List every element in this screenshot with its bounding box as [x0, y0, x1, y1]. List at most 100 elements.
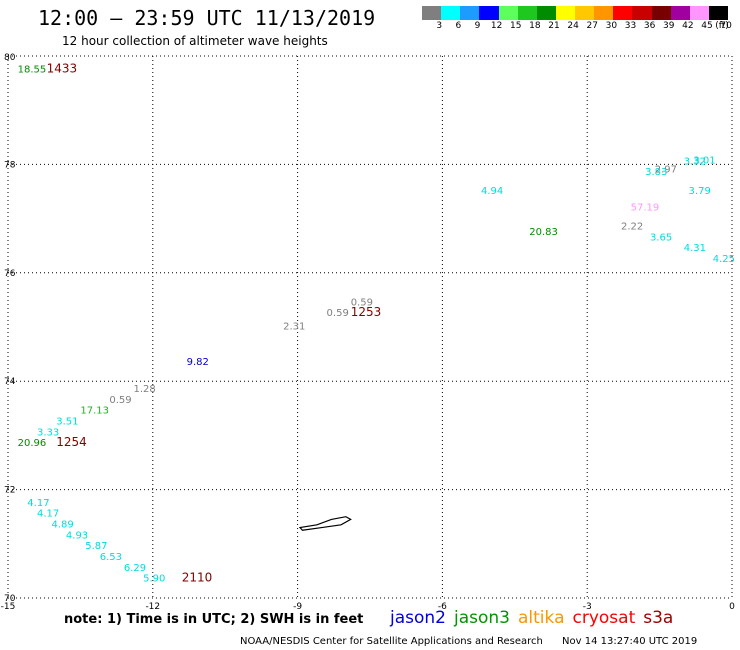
wave-height-label: 3.51: [56, 417, 78, 428]
island-outline: [298, 516, 352, 531]
axis-ticks: -15 -12 -9 -6 -3 0 80 78 76 74 72 70: [1, 53, 735, 612]
colorbar-swatch: [536, 6, 556, 20]
wave-height-label: 6.53: [100, 552, 122, 563]
lon-tick-label: 0: [729, 602, 735, 612]
colorbar-swatch: [422, 6, 442, 20]
wave-height-label: 4.31: [684, 243, 706, 254]
wave-height-label: 20.96: [18, 438, 47, 449]
wave-height-label: 4.89: [51, 520, 73, 531]
wave-height-label: 4.94: [481, 186, 503, 197]
colorbar-label: 6: [455, 21, 462, 31]
satellite-legend: jason2 jason3 altika cryosat s3a: [390, 608, 681, 628]
colorbar-label: 9: [474, 21, 481, 31]
wave-height-label: 9.82: [187, 357, 209, 368]
colorbar-swatch: [441, 6, 461, 20]
pass-time-label: 1433: [47, 61, 78, 75]
colorbar-label: 21: [548, 21, 560, 31]
lon-tick-label: -9: [293, 602, 302, 612]
colorbar-label: 30: [605, 21, 618, 31]
colorbar-label: 42: [682, 21, 694, 31]
colorbar-label: 36: [643, 21, 656, 31]
colorbar-label: 27: [586, 21, 598, 31]
wave-height-colorbar: [422, 6, 728, 20]
wave-height-label: 0.59: [351, 297, 373, 308]
legend-jason2: jason2: [390, 608, 446, 628]
observation-layer: 18.551.113.323.013.832.973.4.943.7957.19…: [18, 64, 735, 585]
lat-tick-label: 76: [4, 269, 16, 279]
legend-cryosat: cryosat: [572, 608, 636, 628]
wave-height-label: 3.65: [650, 232, 672, 243]
wave-height-label: 20.83: [529, 227, 558, 238]
time-label-layer: 1433 1253 1254 2110: [47, 61, 382, 584]
colorbar-label: 3: [436, 21, 443, 31]
colorbar-swatch: [479, 6, 499, 20]
wave-height-label: 4.93: [66, 530, 88, 541]
colorbar-swatch: [594, 6, 614, 20]
wave-height-label: 2.97: [655, 165, 677, 176]
colorbar-label: 39: [662, 21, 675, 31]
wave-height-label: 57.19: [631, 202, 660, 213]
page-subtitle: 12 hour collection of altimeter wave hei…: [62, 34, 328, 48]
lat-tick-label: 78: [4, 160, 16, 170]
colorbar-label: 18: [529, 21, 541, 31]
colorbar-swatch: [708, 6, 728, 20]
wave-height-label: 5.90: [143, 574, 165, 585]
colorbar-swatch: [613, 6, 633, 20]
lon-tick-label: -6: [438, 602, 447, 612]
lat-tick-label: 72: [4, 486, 15, 496]
map-grid: [7, 55, 733, 599]
pass-time-label: 1254: [56, 435, 87, 449]
island-layer: [298, 516, 352, 531]
colorbar-label: 70: [720, 21, 732, 31]
wave-height-label: 18.55: [18, 64, 47, 75]
footer-credit: NOAA/NESDIS Center for Satellite Applica…: [240, 636, 543, 647]
colorbar-swatch: [651, 6, 671, 20]
colorbar-label: 15: [509, 21, 522, 31]
footer: NOAA/NESDIS Center for Satellite Applica…: [240, 636, 697, 647]
colorbar-swatch: [517, 6, 537, 20]
wave-height-label: 3.01: [693, 155, 715, 166]
wave-height-label: 3.32: [684, 156, 706, 167]
colorbar-swatch: [670, 6, 690, 20]
footer-timestamp: Nov 14 13:27:40 UTC 2019: [562, 636, 698, 647]
colorbar-swatch: [632, 6, 652, 20]
wave-height-label: 4.17: [27, 498, 49, 509]
colorbar-label: 45: [701, 21, 713, 31]
colorbar-swatch: [498, 6, 518, 20]
pass-time-label: 2110: [182, 571, 213, 585]
wave-height-label: 6.29: [124, 563, 146, 574]
wave-height-label: 3.83: [645, 167, 667, 178]
colorbar-swatch: [689, 6, 709, 20]
wave-height-label: 1.28: [133, 384, 155, 395]
pass-time-label: 1253: [351, 305, 382, 319]
legend-altika: altika: [518, 608, 565, 628]
lon-tick-label: -3: [583, 602, 592, 612]
wave-height-label: 2.31: [283, 322, 305, 333]
colorbar-labels: 3 6 9 12 15 18 21 24 27 30 33 36 39 42 45 70 (ft): [422, 21, 740, 33]
lon-tick-label: -12: [145, 602, 160, 612]
legend-jason3: jason3: [454, 608, 510, 628]
map-note: note: 1) Time is in UTC; 2) SWH is in fe…: [64, 612, 364, 627]
wave-height-label: 5.87: [85, 541, 107, 552]
page-title: 12:00 – 23:59 UTC 11/13/2019: [38, 6, 376, 30]
wave-height-label: 3.33: [37, 427, 59, 438]
lat-tick-label: 80: [4, 53, 16, 63]
wave-height-label: 3.79: [689, 186, 711, 197]
colorbar-swatch: [460, 6, 480, 20]
wave-height-label: 0.59: [327, 308, 349, 319]
lat-tick-label: 70: [4, 594, 16, 604]
lon-tick-label: -15: [1, 602, 16, 612]
lat-tick-label: 74: [4, 377, 16, 387]
wave-height-label: 2.22: [621, 221, 643, 232]
colorbar-swatch: [555, 6, 575, 20]
legend-s3a: s3a: [643, 608, 674, 628]
wave-height-label: 4.25: [713, 254, 735, 265]
colorbar-label: 12: [490, 21, 503, 31]
wave-height-label: 0.59: [109, 395, 131, 406]
colorbar-swatch: [575, 6, 595, 20]
wave-height-label: 17.13: [80, 406, 109, 417]
colorbar-label: 33: [624, 21, 637, 31]
colorbar-unit: (ft): [715, 21, 729, 31]
wave-height-label: 4.17: [37, 509, 59, 520]
